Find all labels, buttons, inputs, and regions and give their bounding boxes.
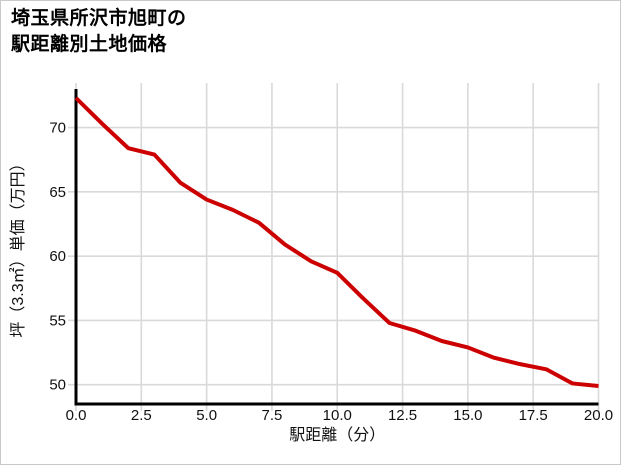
x-tick-label: 10.0 (323, 407, 352, 424)
y-tick-label: 60 (49, 248, 66, 265)
y-tick-label: 50 (49, 377, 66, 394)
chart-title-line-1: 埼玉県所沢市旭町の (11, 8, 187, 29)
chart-title: 埼玉県所沢市旭町の 駅距離別土地価格 (11, 6, 187, 58)
y-tick-label: 55 (49, 312, 66, 329)
y-axis-label: 坪（3.3㎡）単価（万円） (9, 155, 27, 337)
chart-title-line-2: 駅距離別土地価格 (11, 34, 168, 55)
x-tick-label: 2.5 (131, 407, 152, 424)
y-tick-label: 65 (49, 184, 66, 201)
x-axis-label: 駅距離（分） (289, 426, 385, 444)
price-line (74, 96, 599, 388)
x-tick-label: 15.0 (453, 407, 482, 424)
x-tick-label: 0.0 (66, 407, 87, 424)
x-tick-label: 20.0 (584, 407, 613, 424)
x-tick-label: 17.5 (519, 407, 548, 424)
x-tick-label: 12.5 (388, 407, 417, 424)
y-tick-label: 70 (49, 120, 66, 137)
x-tick-label: 7.5 (262, 407, 283, 424)
x-tick-label: 5.0 (196, 407, 217, 424)
